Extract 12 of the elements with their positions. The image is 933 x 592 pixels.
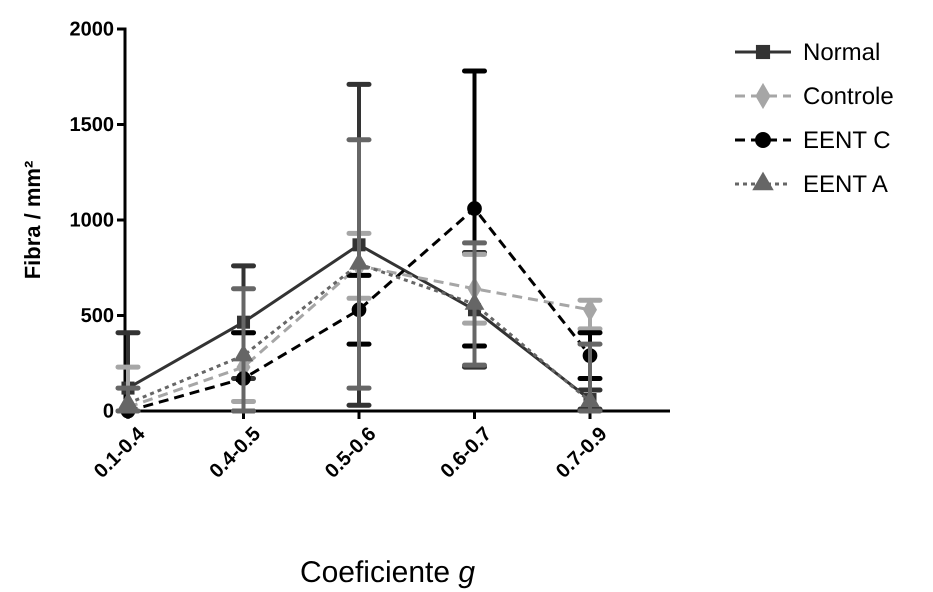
x-axis-title: Coeficiente g xyxy=(300,556,476,589)
point xyxy=(467,201,482,216)
legend-label: EENT C xyxy=(803,127,891,154)
y-axis-title: Fibra / mm² xyxy=(20,160,45,280)
y-tick-label: 500 xyxy=(80,304,114,327)
legend-label: EENT A xyxy=(803,171,888,198)
y-tick-label: 1000 xyxy=(70,209,114,232)
legend-label: Controle xyxy=(803,83,894,110)
legend-label: Normal xyxy=(803,39,880,66)
y-tick-label: 2000 xyxy=(70,18,114,40)
y-tick-label: 1500 xyxy=(70,114,114,136)
y-tick-label: 0 xyxy=(102,400,114,422)
